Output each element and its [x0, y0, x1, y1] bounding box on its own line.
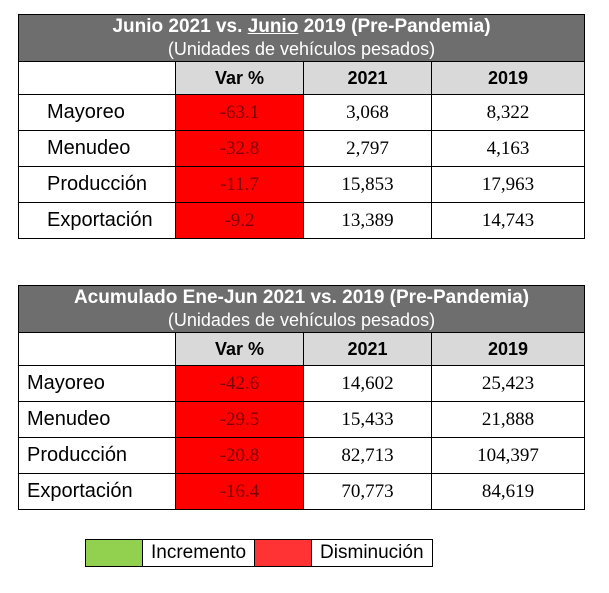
row-value-2019: 25,423 [431, 365, 585, 402]
row-var-percent: -29.5 [175, 401, 304, 438]
table2-col-2021: 2021 [303, 332, 432, 366]
row-var-percent: -42.6 [175, 365, 304, 402]
table-row: Exportación -9.2 13,389 14,743 [18, 202, 585, 239]
row-value-2019: 8,322 [431, 94, 585, 131]
table2-corner-cell [18, 332, 176, 366]
table1-col-var: Var % [175, 61, 304, 95]
legend-decrease-label: Disminución [312, 539, 433, 567]
table1-subtitle: (Unidades de vehículos pesados) [167, 39, 436, 59]
table1-col-2019: 2019 [431, 61, 585, 95]
row-var-percent: -9.2 [175, 202, 304, 239]
table-row: Mayoreo -63.1 3,068 8,322 [18, 94, 585, 131]
table-row: Producción -20.8 82,713 104,397 [18, 437, 585, 474]
table1-title: Junio 2021 vs. Junio 2019 (Pre-Pandemia) [112, 16, 491, 37]
row-var-percent: -20.8 [175, 437, 304, 474]
table2-title: Acumulado Ene-Jun 2021 vs. 2019 (Pre-Pan… [73, 287, 530, 308]
row-value-2019: 84,619 [431, 473, 585, 510]
table2-subtitle: (Unidades de vehículos pesados) [167, 310, 436, 330]
row-label: Exportación [18, 202, 176, 239]
table-row: Menudeo -32.8 2,797 4,163 [18, 130, 585, 167]
table1-body: Mayoreo -63.1 3,068 8,322 Menudeo -32.8 2,797 4… [18, 94, 585, 239]
legend-decrease-swatch [255, 539, 313, 567]
legend-increase-swatch [85, 539, 143, 567]
legend-increase-label: Incremento [143, 539, 256, 567]
row-label: Mayoreo [18, 365, 176, 402]
table1-header: Junio 2021 vs. Junio 2019 (Pre-Pandemia)… [18, 14, 585, 62]
row-value-2019: 17,963 [431, 166, 585, 203]
table-row: Mayoreo -42.6 14,602 25,423 [18, 365, 585, 402]
table2-body: Mayoreo -42.6 14,602 25,423 Menudeo -29.5 15,4… [18, 365, 585, 510]
row-var-percent: -63.1 [175, 94, 304, 131]
table2-col-2019: 2019 [431, 332, 585, 366]
row-label: Exportación [18, 473, 176, 510]
row-value-2021: 15,433 [303, 401, 432, 438]
row-value-2019: 14,743 [431, 202, 585, 239]
row-var-percent: -32.8 [175, 130, 304, 167]
row-value-2021: 70,773 [303, 473, 432, 510]
row-label: Producción [18, 437, 176, 474]
table2-col-var: Var % [175, 332, 304, 366]
row-value-2019: 4,163 [431, 130, 585, 167]
row-value-2021: 3,068 [303, 94, 432, 131]
row-value-2021: 14,602 [303, 365, 432, 402]
row-label: Menudeo [18, 401, 176, 438]
row-value-2019: 104,397 [431, 437, 585, 474]
row-value-2021: 82,713 [303, 437, 432, 474]
table-row: Exportación -16.4 70,773 84,619 [18, 473, 585, 510]
row-value-2021: 15,853 [303, 166, 432, 203]
table-row: Menudeo -29.5 15,433 21,888 [18, 401, 585, 438]
row-value-2021: 2,797 [303, 130, 432, 167]
table2-header: Acumulado Ene-Jun 2021 vs. 2019 (Pre-Pan… [18, 285, 585, 333]
june-comparison-table: Junio 2021 vs. Junio 2019 (Pre-Pandemia)… [18, 14, 585, 239]
row-var-percent: -16.4 [175, 473, 304, 510]
row-label: Menudeo [18, 130, 176, 167]
table1-corner-cell [18, 61, 176, 95]
row-label: Producción [18, 166, 176, 203]
row-var-percent: -11.7 [175, 166, 304, 203]
row-value-2019: 21,888 [431, 401, 585, 438]
table1-col-2021: 2021 [303, 61, 432, 95]
cumulative-comparison-table: Acumulado Ene-Jun 2021 vs. 2019 (Pre-Pan… [18, 285, 585, 510]
row-label: Mayoreo [18, 94, 176, 131]
table-row: Producción -11.7 15,853 17,963 [18, 166, 585, 203]
legend: Incremento Disminución [85, 539, 433, 567]
row-value-2021: 13,389 [303, 202, 432, 239]
